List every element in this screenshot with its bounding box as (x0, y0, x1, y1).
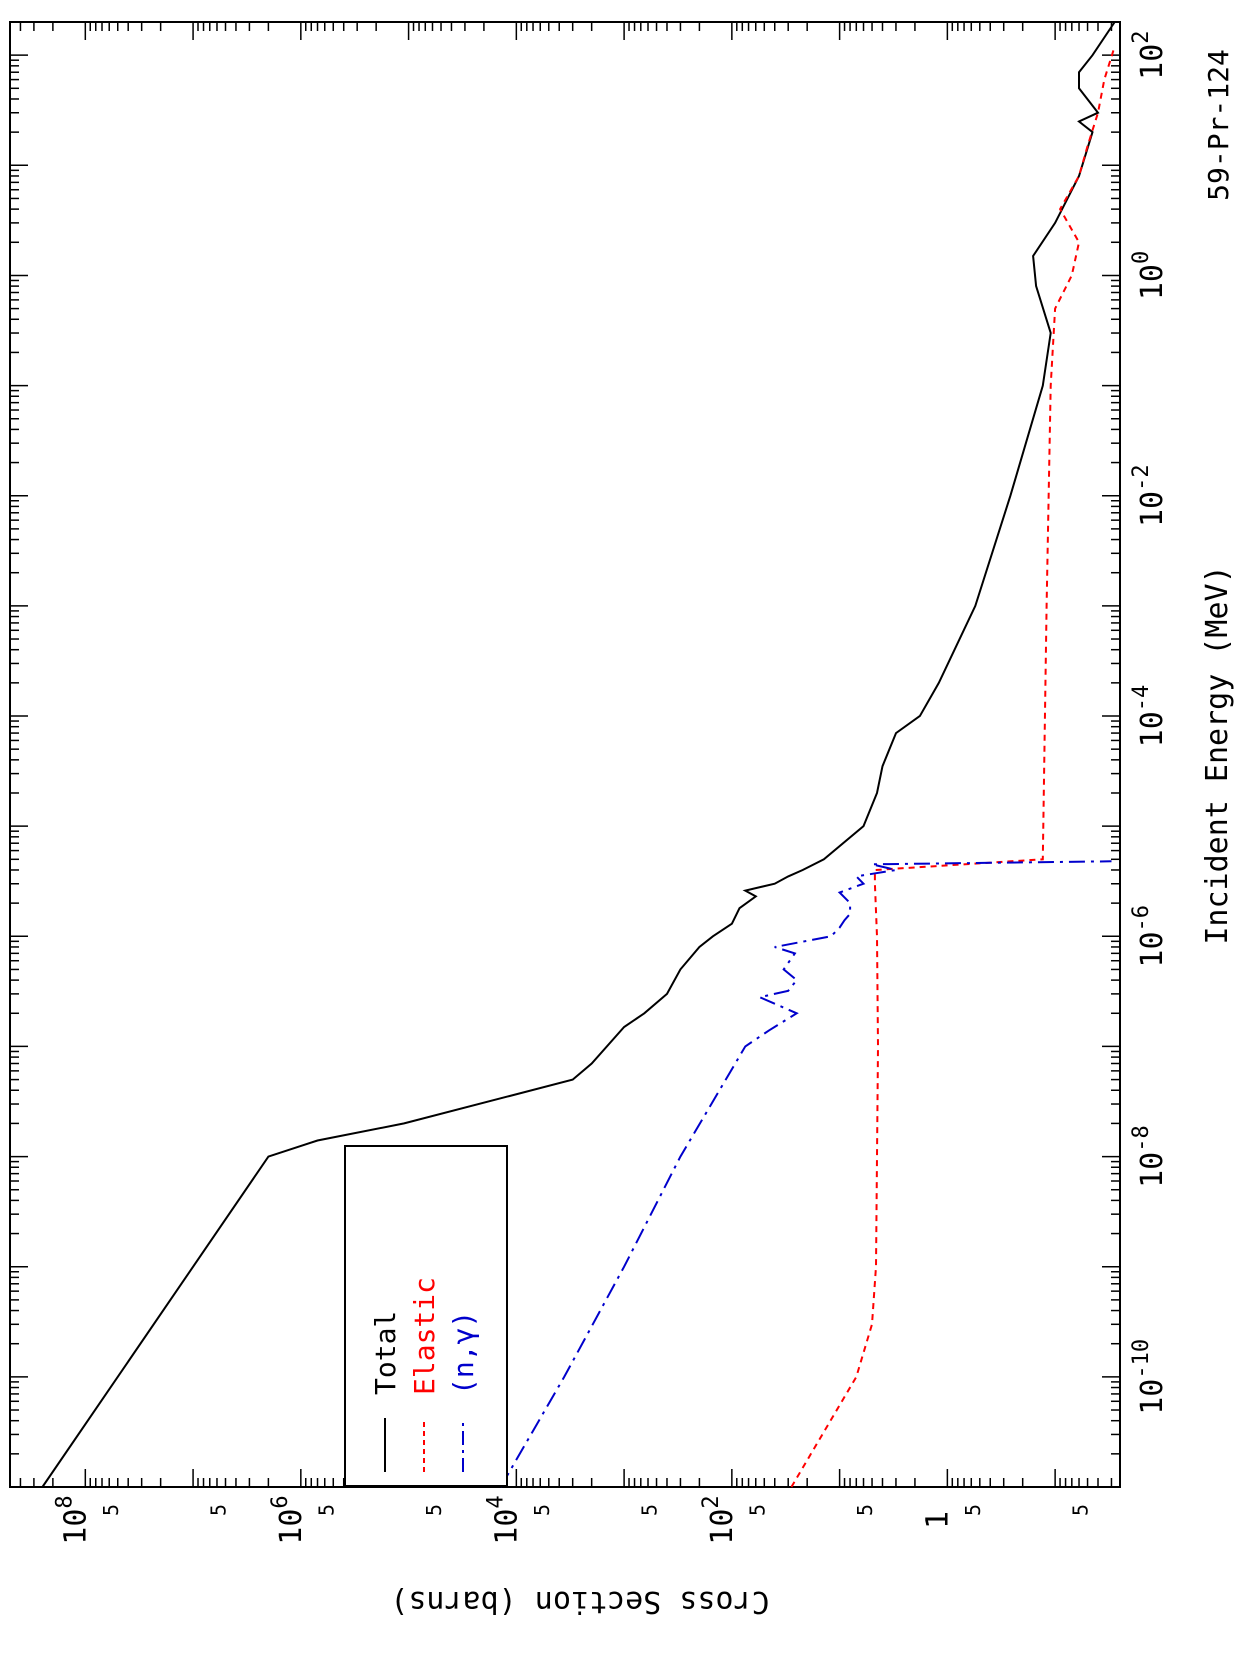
series-line-ngamma (499, 860, 1112, 1488)
x-axis-label: Incident Energy (MeV) (1200, 565, 1235, 944)
legend-label-ngamma: (n,γ) (447, 1311, 480, 1395)
x-tick-label: 102 (1129, 30, 1170, 79)
y-minor-tick-label: 5 (314, 1504, 338, 1516)
y-tick-label: 1 (920, 1511, 955, 1529)
y-minor-tick-label: 5 (638, 1504, 662, 1516)
x-tick-label: 10-8 (1129, 1125, 1170, 1188)
axis-ticks (9, 21, 1120, 1488)
series-line-elastic (790, 46, 1116, 1488)
y-minor-tick-label: 5 (99, 1504, 123, 1516)
y-minor-tick-label: 5 (207, 1504, 231, 1516)
x-tick-label: 10-4 (1129, 685, 1170, 748)
x-tick-label: 10-6 (1129, 905, 1170, 968)
y-minor-tick-label: 5 (530, 1504, 554, 1516)
y-minor-tick-label: 5 (422, 1504, 446, 1516)
chart-title: 59-Pr-124 (1202, 49, 1235, 201)
axis-tick-labels: 10-10 10-8 10-6 10-4 10-2 100 102 1 102 104 106 108… (52, 30, 1170, 1544)
y-axis-label: Cross Section (barns) (390, 1584, 769, 1619)
y-tick-label: 104 (483, 1495, 524, 1544)
x-tick-label: 10-2 (1129, 464, 1170, 527)
y-tick-label: 102 (699, 1495, 740, 1544)
legend-box (344, 1145, 508, 1487)
y-tick-label: 108 (52, 1495, 93, 1544)
legend-label-total: Total (369, 1311, 402, 1395)
y-minor-tick-label: 5 (853, 1504, 877, 1516)
series-layer (41, 21, 1116, 1488)
y-minor-tick-label: 5 (745, 1504, 769, 1516)
y-minor-tick-label: 5 (961, 1504, 985, 1516)
x-tick-label: 100 (1129, 251, 1170, 300)
plot-frame (9, 21, 1121, 1488)
y-minor-tick-label: 5 (1069, 1504, 1093, 1516)
legend: Total Elastic (n,γ) (344, 1145, 508, 1487)
series-line-total (41, 21, 1116, 1488)
y-tick-label: 106 (268, 1495, 309, 1544)
x-tick-label: 10-10 (1129, 1339, 1170, 1415)
legend-label-elastic: Elastic (408, 1277, 441, 1395)
